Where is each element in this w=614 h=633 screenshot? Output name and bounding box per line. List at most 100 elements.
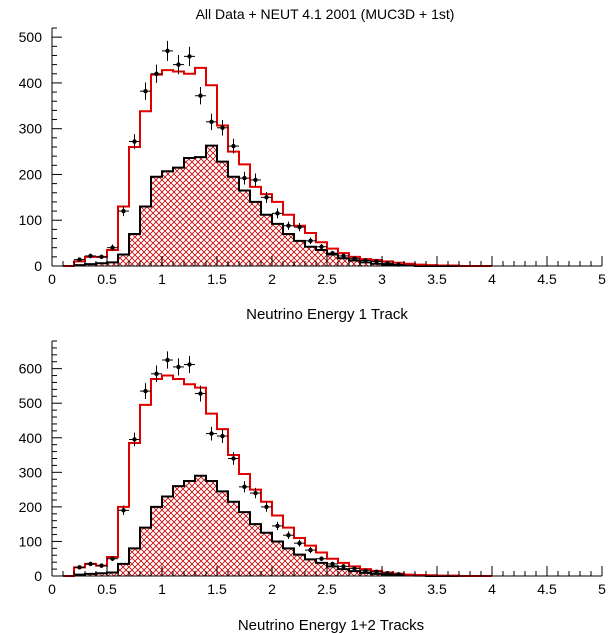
data-point (96, 254, 107, 260)
data-marker (209, 431, 214, 436)
data-marker (110, 245, 115, 250)
x-tick-label: 5 (598, 581, 606, 597)
data-marker (143, 88, 148, 94)
data-marker (198, 391, 203, 396)
data-point (85, 253, 96, 259)
data-marker (319, 244, 324, 249)
data-point (327, 250, 338, 256)
data-point (371, 569, 382, 575)
data-marker (363, 258, 368, 263)
data-point (140, 383, 151, 400)
data-point (173, 358, 184, 376)
data-marker (165, 357, 170, 363)
x-tick-label: 1.5 (207, 271, 227, 287)
data-point (283, 531, 294, 540)
y-tick-label: 100 (19, 212, 43, 228)
data-point (118, 505, 129, 516)
data-marker (275, 211, 280, 216)
data-point (151, 365, 162, 383)
data-point (74, 257, 85, 262)
hatched-histogram-fill (63, 145, 492, 266)
data-marker (363, 568, 368, 574)
data-marker (308, 238, 313, 244)
data-point (129, 134, 140, 149)
x-tick-label: 4 (488, 271, 496, 287)
x-tick-label: 3.5 (427, 581, 447, 597)
y-tick-label: 400 (19, 430, 43, 446)
data-point (349, 566, 360, 571)
data-point (195, 385, 206, 402)
data-point (261, 191, 272, 203)
data-marker (132, 437, 137, 442)
data-point (118, 206, 129, 217)
data-point (360, 568, 371, 574)
data-point (338, 253, 349, 259)
data-point (338, 564, 349, 569)
x-tick-label: 2 (268, 581, 276, 597)
x-tick-label: 0.5 (97, 271, 117, 287)
data-marker (88, 253, 93, 259)
x-tick-label: 2 (268, 271, 276, 287)
data-point (250, 173, 261, 187)
data-marker (154, 371, 159, 377)
data-point (283, 221, 294, 230)
data-marker (253, 177, 258, 183)
data-marker (77, 257, 82, 262)
data-marker (352, 256, 357, 261)
x-tick-label: 3 (378, 271, 386, 287)
data-marker (385, 571, 390, 576)
data-marker (121, 508, 126, 513)
x-tick-label: 2.5 (317, 271, 337, 287)
data-marker (165, 48, 170, 54)
bottom-plot-area: 0 0.5 1 1.5 2 2.5 3 3.5 4 4.5 5 0 100 200 300 400 500 600 (19, 340, 606, 597)
x-axis-label: Neutrino Energy 1+2 Tracks (238, 617, 424, 633)
y-tick-label: 500 (19, 29, 43, 45)
data-point (250, 487, 261, 499)
x-tick-label: 3 (378, 581, 386, 597)
data-marker (286, 533, 291, 538)
data-marker (264, 195, 269, 200)
data-marker (132, 139, 137, 144)
x-axis-label: Neutrino Energy 1 Track (246, 306, 408, 323)
data-marker (77, 565, 82, 570)
y-tick-label: 0 (34, 568, 42, 584)
data-point (371, 259, 382, 264)
data-point (349, 256, 360, 261)
chart-title: All Data + NEUT 4.1 2001 (MUC3D + 1st) (196, 6, 455, 22)
data-point (162, 351, 173, 369)
data-point (206, 426, 217, 441)
data-marker (286, 223, 291, 228)
data-point (140, 82, 151, 100)
data-marker (220, 433, 225, 439)
data-point (228, 138, 239, 154)
x-tick-label: 3.5 (427, 271, 447, 287)
data-point (217, 119, 228, 136)
data-point (206, 113, 217, 131)
data-marker (396, 572, 401, 577)
y-tick-label: 200 (19, 499, 43, 515)
data-marker (253, 490, 258, 496)
data-marker (275, 523, 280, 529)
x-tick-label: 5 (598, 271, 606, 287)
data-point (217, 429, 228, 443)
data-point (173, 55, 184, 75)
bottom-histogram-panel: 0 0.5 1 1.5 2 2.5 3 3.5 4 4.5 5 0 100 200 300 400 500 600… (19, 340, 606, 633)
data-point (261, 502, 272, 512)
y-tick-label: 200 (19, 166, 43, 182)
data-marker (308, 547, 313, 553)
data-point (316, 244, 327, 250)
x-tick-label: 4 (488, 581, 496, 597)
x-tick-label: 1 (158, 581, 166, 597)
data-marker (374, 569, 379, 575)
y-tick-label: 500 (19, 395, 43, 411)
data-marker (187, 362, 192, 367)
data-marker (176, 364, 181, 370)
data-marker (231, 143, 236, 149)
data-marker (231, 456, 236, 461)
x-tick-label: 4.5 (537, 271, 557, 287)
data-marker (99, 254, 104, 260)
x-tick-label: 0 (48, 271, 56, 287)
data-marker (242, 484, 247, 490)
data-marker (341, 564, 346, 569)
y-tick-label: 600 (19, 361, 43, 377)
